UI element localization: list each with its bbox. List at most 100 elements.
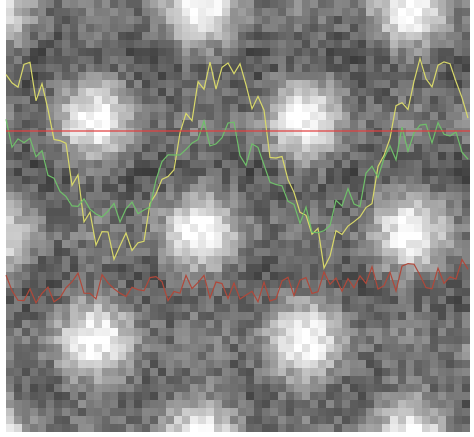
pixel: [462, 72, 470, 80]
pixel: [454, 112, 462, 120]
pixel: [198, 160, 206, 168]
pixel: [126, 128, 134, 136]
pixel: [366, 128, 374, 136]
pixel: [390, 72, 398, 80]
pixel: [198, 304, 206, 312]
pixel: [414, 88, 422, 96]
pixel: [294, 328, 302, 336]
pixel: [390, 136, 398, 144]
pixel: [406, 224, 414, 232]
pixel: [150, 360, 158, 368]
pixel: [310, 48, 318, 56]
pixel: [454, 376, 462, 384]
pixel: [398, 160, 406, 168]
pixel: [46, 392, 54, 400]
pixel: [102, 128, 110, 136]
pixel: [406, 240, 414, 248]
pixel: [134, 96, 142, 104]
pixel: [398, 360, 406, 368]
pixel: [286, 216, 294, 224]
pixel: [246, 128, 254, 136]
pixel: [142, 200, 150, 208]
pixel: [230, 160, 238, 168]
pixel: [414, 200, 422, 208]
pixel: [422, 416, 430, 424]
pixel: [342, 16, 350, 24]
pixel: [262, 240, 270, 248]
pixel: [222, 160, 230, 168]
pixel: [262, 376, 270, 384]
pixel: [214, 320, 222, 328]
pixel: [254, 320, 262, 328]
pixel: [302, 96, 310, 104]
pixel: [158, 376, 166, 384]
pixel: [454, 176, 462, 184]
pixel: [294, 272, 302, 280]
pixel: [166, 128, 174, 136]
pixel: [254, 120, 262, 128]
pixel: [350, 184, 358, 192]
pixel: [342, 56, 350, 64]
pixel: [94, 296, 102, 304]
pixel: [374, 192, 382, 200]
pixel: [350, 336, 358, 344]
pixel: [118, 120, 126, 128]
pixel: [62, 8, 70, 16]
pixel: [334, 56, 342, 64]
pixel: [350, 232, 358, 240]
pixel: [86, 328, 94, 336]
pixel: [438, 288, 446, 296]
pixel: [102, 368, 110, 376]
pixel: [166, 224, 174, 232]
pixel: [22, 32, 30, 40]
pixel: [350, 288, 358, 296]
pixel: [166, 240, 174, 248]
pixel: [198, 0, 206, 8]
pixel: [110, 24, 118, 32]
pixel: [222, 192, 230, 200]
pixel: [406, 208, 414, 216]
pixel: [374, 56, 382, 64]
pixel: [270, 424, 278, 432]
pixel: [14, 144, 22, 152]
pixel: [398, 32, 406, 40]
pixel: [430, 248, 438, 256]
pixel: [454, 160, 462, 168]
pixel: [126, 280, 134, 288]
pixel: [70, 40, 78, 48]
pixel: [142, 96, 150, 104]
pixel: [374, 296, 382, 304]
pixel: [198, 312, 206, 320]
pixel: [302, 112, 310, 120]
pixel: [206, 32, 214, 40]
pixel: [182, 240, 190, 248]
pixel: [406, 320, 414, 328]
pixel: [318, 24, 326, 32]
pixel: [70, 320, 78, 328]
pixel: [254, 64, 262, 72]
pixel: [294, 40, 302, 48]
pixel: [174, 264, 182, 272]
pixel: [310, 0, 318, 8]
pixel: [302, 312, 310, 320]
pixel: [22, 88, 30, 96]
pixel: [262, 408, 270, 416]
pixel: [414, 384, 422, 392]
pixel: [366, 208, 374, 216]
pixel: [270, 232, 278, 240]
pixel: [110, 384, 118, 392]
pixel: [166, 136, 174, 144]
pixel: [438, 48, 446, 56]
pixel: [374, 392, 382, 400]
pixel: [446, 96, 454, 104]
pixel: [38, 104, 46, 112]
pixel: [78, 152, 86, 160]
pixel: [174, 80, 182, 88]
pixel: [366, 136, 374, 144]
pixel: [206, 344, 214, 352]
pixel: [382, 96, 390, 104]
pixel: [294, 424, 302, 432]
pixel: [382, 312, 390, 320]
pixel: [358, 376, 366, 384]
pixel: [214, 144, 222, 152]
